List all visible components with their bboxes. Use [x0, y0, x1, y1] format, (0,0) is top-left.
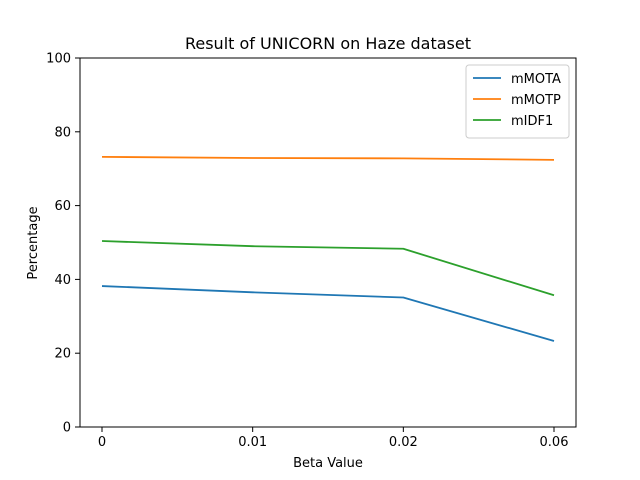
series-line-mmota	[101, 285, 555, 342]
y-axis-label: Percentage	[26, 206, 41, 279]
y-tick-label: 60	[54, 199, 71, 214]
plot-frame	[79, 57, 577, 428]
y-tick-label: 100	[46, 52, 71, 67]
plot-area: 0 20 40 60 80 100 0 0.01 0.02 0.06	[46, 52, 577, 450]
x-tick-label: 0.02	[389, 435, 418, 450]
y-tick-label: 0	[63, 421, 71, 436]
x-tick-label: 0.06	[540, 435, 569, 450]
legend-label-midf1: mIDF1	[511, 114, 553, 129]
series-line-midf1	[101, 240, 555, 297]
x-axis-label: Beta Value	[293, 456, 363, 471]
x-tick-label: 0.01	[238, 435, 267, 450]
y-tick-label: 40	[54, 273, 71, 288]
chart-title: Result of UNICORN on Haze dataset	[185, 34, 471, 53]
legend-label-mmotp: mMOTP	[511, 93, 561, 108]
legend: mMOTA mMOTP mIDF1	[465, 64, 570, 139]
legend-label-mmota: mMOTA	[511, 72, 561, 87]
x-tick-label: 0	[98, 435, 106, 450]
y-tick-label: 80	[54, 125, 71, 140]
y-tick-label: 20	[54, 347, 71, 362]
series-line-mmotp	[101, 155, 555, 161]
